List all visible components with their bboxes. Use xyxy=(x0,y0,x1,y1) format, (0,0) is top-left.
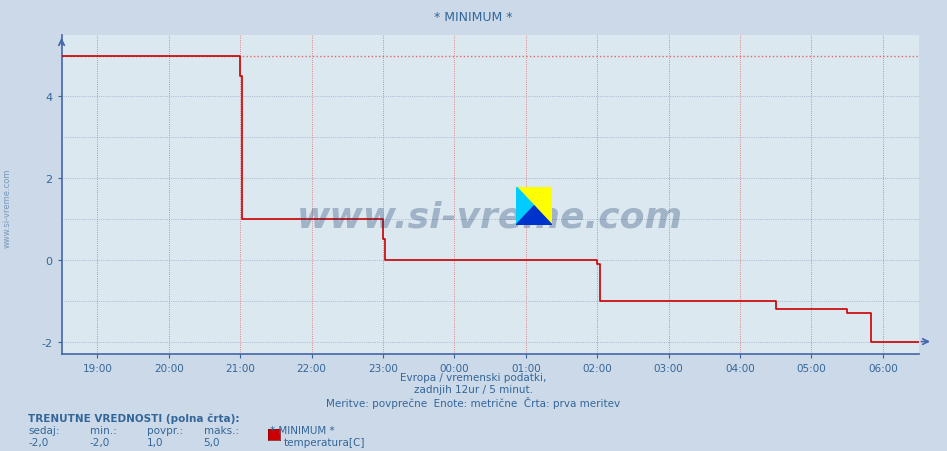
Text: Meritve: povprečne  Enote: metrične  Črta: prva meritev: Meritve: povprečne Enote: metrične Črta:… xyxy=(327,396,620,409)
Text: min.:: min.: xyxy=(90,425,116,435)
Text: * MINIMUM *: * MINIMUM * xyxy=(270,425,334,435)
Polygon shape xyxy=(516,187,552,226)
Text: -2,0: -2,0 xyxy=(90,437,110,447)
Text: Evropa / vremenski podatki,: Evropa / vremenski podatki, xyxy=(401,372,546,382)
Text: zadnjih 12ur / 5 minut.: zadnjih 12ur / 5 minut. xyxy=(414,384,533,394)
Polygon shape xyxy=(516,187,534,226)
Text: www.si-vreme.com: www.si-vreme.com xyxy=(297,200,683,234)
Text: sedaj:: sedaj: xyxy=(28,425,60,435)
Text: www.si-vreme.com: www.si-vreme.com xyxy=(3,168,12,247)
Text: TRENUTNE VREDNOSTI (polna črta):: TRENUTNE VREDNOSTI (polna črta): xyxy=(28,413,240,423)
Text: temperatura[C]: temperatura[C] xyxy=(284,437,366,447)
Text: * MINIMUM *: * MINIMUM * xyxy=(435,11,512,24)
Text: povpr.:: povpr.: xyxy=(147,425,183,435)
Polygon shape xyxy=(516,206,552,226)
Text: 1,0: 1,0 xyxy=(147,437,163,447)
Text: maks.:: maks.: xyxy=(204,425,239,435)
Text: 5,0: 5,0 xyxy=(204,437,220,447)
Text: -2,0: -2,0 xyxy=(28,437,48,447)
